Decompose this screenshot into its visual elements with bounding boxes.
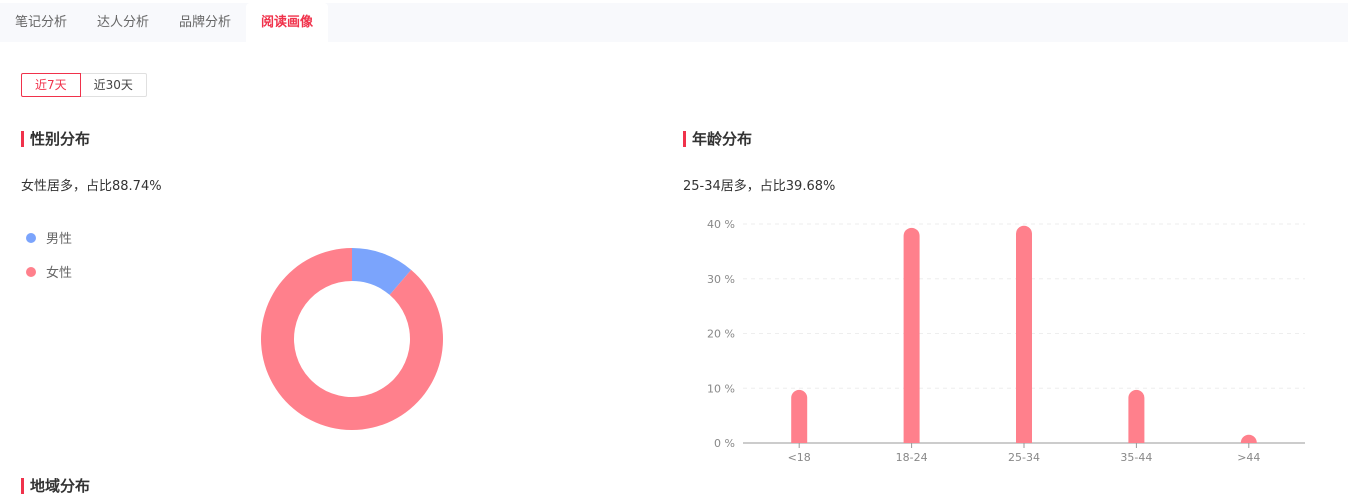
tab-brands[interactable]: 品牌分析: [179, 15, 232, 30]
y-tick-label: 0 %: [714, 437, 735, 450]
legend-label: 男性: [46, 232, 73, 247]
bar-<18[interactable]: [791, 389, 808, 443]
x-tick-label: >44: [1237, 451, 1260, 464]
bar-35-44[interactable]: [1128, 389, 1145, 443]
bar->44[interactable]: [1240, 434, 1257, 443]
legend-female[interactable]: 女性: [26, 262, 72, 281]
gender-summary: 女性居多，占比88.74%: [21, 179, 162, 194]
x-tick-label: 18-24: [896, 451, 928, 464]
x-tick-label: 25-34: [1008, 451, 1040, 464]
range-7d-button[interactable]: 近7天: [21, 73, 81, 97]
bar-25-34[interactable]: [1016, 225, 1032, 443]
x-tick-label: <18: [788, 451, 811, 464]
age-summary: 25-34居多，占比39.68%: [683, 179, 836, 194]
date-range-toggle: 近7天 近30天: [21, 73, 147, 97]
y-tick-label: 40 %: [707, 218, 735, 231]
tab-influencers[interactable]: 达人分析: [97, 15, 150, 30]
legend-dot: [26, 232, 36, 243]
y-tick-label: 30 %: [707, 273, 735, 286]
gender-title: 性别分布: [21, 131, 90, 147]
donut-slice-1[interactable]: [261, 248, 443, 431]
legend-male[interactable]: 男性: [26, 228, 72, 247]
tab-bar: 笔记分析 达人分析 品牌分析 阅读画像: [0, 3, 1348, 42]
legend-dot: [26, 266, 36, 277]
legend-label: 女性: [46, 266, 73, 281]
tab-notes[interactable]: 笔记分析: [15, 15, 68, 30]
age-title: 年龄分布: [683, 131, 752, 147]
tab-reader-profile[interactable]: 阅读画像: [246, 3, 329, 42]
x-tick-label: 35-44: [1120, 451, 1152, 464]
y-tick-label: 10 %: [707, 382, 735, 395]
bar-18-24[interactable]: [903, 227, 920, 443]
donut-slice-0[interactable]: [352, 248, 412, 295]
range-30d-button[interactable]: 近30天: [80, 73, 147, 97]
y-tick-label: 20 %: [707, 328, 735, 341]
